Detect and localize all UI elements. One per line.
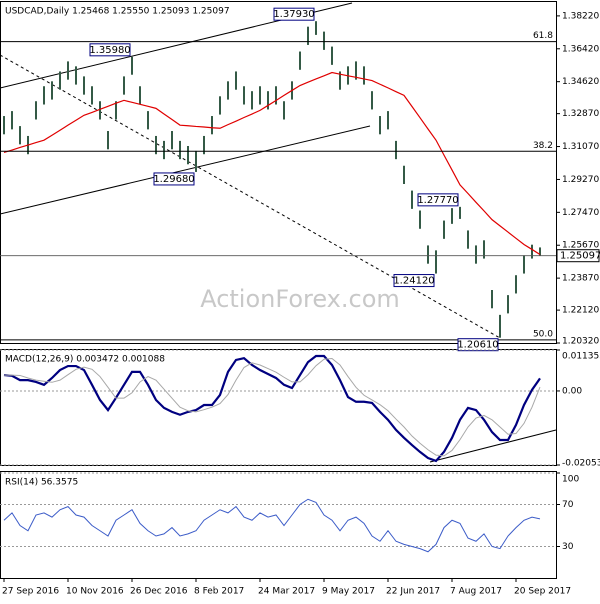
y-tick-label: 0.00 [562, 386, 582, 396]
fib-label: 61.8 [533, 31, 553, 41]
annotation-label: 1.20610 [457, 340, 498, 351]
y-tick-label: 1.38220 [562, 11, 599, 21]
y-tick-label: 1.20320 [562, 337, 599, 347]
macd-trend-line [429, 429, 557, 463]
channel-lower [0, 125, 371, 215]
y-tick-label: 100 [562, 475, 579, 485]
panel-title: USDCAD,Daily 1.25468 1.25550 1.25093 1.2… [5, 7, 230, 17]
macd-panel-frame [0, 349, 557, 466]
annotation-box [153, 172, 195, 186]
y-tick-label: -0.020531 [562, 459, 600, 469]
panel-title: RSI(14) 56.3575 [5, 478, 78, 488]
annotation-box [89, 43, 131, 57]
y-tick-label: 1.23870 [562, 274, 599, 284]
y-tick-label: 70 [562, 500, 574, 510]
annotation-label: 1.24120 [393, 276, 434, 287]
main-panel-frame [0, 1, 557, 344]
y-tick-label: 30 [562, 542, 574, 552]
x-tick-label: 20 Sep 2017 [514, 587, 571, 597]
indicator-line [3, 354, 541, 463]
y-tick-label: 0.011355 [562, 352, 600, 362]
y-tick-label: 1.25670 [562, 241, 599, 251]
y-tick-label: 1.34620 [562, 77, 599, 87]
y-tick-label: 1.27470 [562, 208, 599, 218]
indicator-line [3, 498, 541, 553]
moving-average [3, 71, 541, 256]
annotation-box [273, 7, 315, 21]
watermark: ActionForex.com [200, 285, 400, 313]
last-price-box [556, 249, 600, 263]
panel-title: MACD(12,26,9) 0.003472 0.001088 [5, 355, 165, 365]
annotation-box [393, 274, 435, 288]
x-tick-label: 10 Nov 2016 [66, 587, 124, 597]
fib-label: 50.0 [533, 329, 553, 339]
y-tick-label: 1.29270 [562, 175, 599, 185]
last-price-label: 1.25097 [560, 251, 600, 262]
annotation-label: 1.35980 [89, 45, 130, 56]
annotation-box [457, 338, 499, 352]
x-tick-label: 9 May 2017 [322, 587, 375, 597]
x-tick-label: 8 Feb 2017 [194, 587, 244, 597]
y-tick-label: 1.32870 [562, 109, 599, 119]
annotation-box [417, 193, 459, 207]
x-tick-label: 22 Jun 2017 [386, 587, 440, 597]
annotation-label: 1.29680 [153, 174, 194, 185]
fib-label: 38.2 [533, 141, 553, 151]
indicator-line [4, 357, 541, 457]
x-tick-label: 26 Dec 2016 [130, 587, 188, 597]
x-tick-label: 27 Sep 2016 [2, 587, 59, 597]
y-tick-label: 1.31070 [562, 142, 599, 152]
x-tick-label: 7 Aug 2017 [450, 587, 502, 597]
rsi-panel-frame [0, 471, 557, 579]
annotation-label: 1.37930 [273, 9, 314, 20]
x-tick-label: 24 Mar 2017 [258, 587, 315, 597]
y-tick-label: 1.22120 [562, 306, 599, 316]
y-tick-label: 1.36420 [562, 44, 599, 54]
annotation-label: 1.27770 [417, 195, 458, 206]
